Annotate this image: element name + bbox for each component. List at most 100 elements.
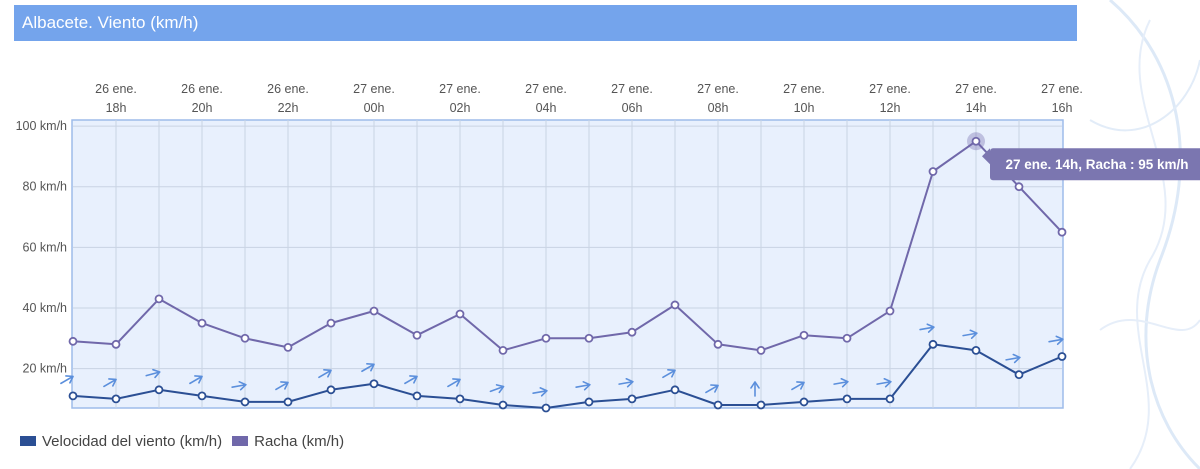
x-tick-label-hour: 14h (966, 101, 987, 115)
x-tick-label-hour: 18h (106, 101, 127, 115)
wind-arrow-icon (60, 375, 74, 385)
series-lines (72, 140, 1063, 409)
x-tick-label-hour: 04h (536, 101, 557, 115)
y-tick-label: 20 km/h (23, 362, 68, 376)
data-point-wind[interactable] (627, 394, 637, 404)
data-point-wind[interactable] (1057, 352, 1067, 361)
data-point-wind[interactable] (885, 394, 895, 404)
wind-arrow-icon (833, 377, 849, 388)
data-point-gust[interactable] (369, 306, 379, 316)
data-point-wind[interactable] (68, 391, 78, 401)
x-tick-label-hour: 16h (1052, 101, 1073, 115)
data-point-wind[interactable] (1014, 370, 1024, 380)
data-point-wind[interactable] (283, 397, 293, 407)
x-tick-label-day: 27 ene. (1041, 82, 1083, 96)
data-point-wind[interactable] (584, 397, 594, 407)
wind-arrow-icon (361, 362, 375, 373)
data-point-gust[interactable] (627, 327, 637, 337)
data-point-gust[interactable] (584, 333, 594, 343)
legend-swatch-wind (20, 436, 36, 446)
legend-item-wind[interactable]: Velocidad del viento (km/h) (20, 433, 222, 450)
legend-item-gust[interactable]: Racha (km/h) (232, 433, 344, 450)
wind-arrow-icon (489, 384, 505, 394)
x-tick-label-day: 26 ene. (181, 82, 223, 96)
x-tick-label-day: 27 ene. (783, 82, 825, 96)
data-point-wind[interactable] (971, 345, 981, 355)
data-point-gust[interactable] (326, 318, 336, 328)
data-point-gust[interactable] (713, 339, 723, 349)
tooltip-text: 27 ene. 14h, Racha : 95 km/h (1005, 157, 1188, 172)
y-tick-label: 80 km/h (23, 180, 68, 194)
data-point-gust[interactable] (756, 345, 766, 355)
data-point-gust[interactable] (885, 306, 895, 316)
x-tick-label-hour: 08h (708, 101, 729, 115)
data-point-wind[interactable] (842, 394, 852, 404)
data-point-gust[interactable] (412, 330, 422, 340)
x-tick-label-hour: 06h (622, 101, 643, 115)
data-point-wind[interactable] (455, 394, 465, 404)
data-point-wind[interactable] (412, 391, 422, 401)
wind-arrow-icon (318, 369, 332, 379)
data-point-wind[interactable] (541, 403, 551, 413)
data-point-wind[interactable] (498, 400, 508, 410)
wind-arrow-icon (145, 368, 161, 379)
data-point-gust[interactable] (1057, 227, 1067, 237)
data-point-gust[interactable] (842, 333, 852, 343)
data-point-gust[interactable] (541, 333, 551, 343)
data-point-wind[interactable] (111, 394, 121, 404)
wind-arrow-icon (705, 384, 719, 394)
data-point-gust[interactable] (197, 318, 207, 328)
wind-arrow-icon (662, 369, 676, 379)
x-tick-label-day: 27 ene. (955, 82, 997, 96)
data-point-gust[interactable] (670, 300, 680, 310)
y-tick-label: 100 km/h (16, 119, 67, 133)
wind-arrow-icon (750, 381, 760, 397)
data-point-wind[interactable] (197, 391, 207, 401)
wind-arrow-icon (919, 323, 935, 333)
x-tick-label-day: 27 ene. (353, 82, 395, 96)
series-line-wind (72, 343, 1063, 409)
data-point-wind[interactable] (240, 397, 250, 407)
data-point-gust[interactable] (283, 342, 293, 352)
data-point-gust[interactable] (799, 330, 809, 340)
data-point-gust[interactable] (68, 336, 78, 346)
x-tick-label-hour: 20h (192, 101, 213, 115)
x-tick-label-day: 27 ene. (869, 82, 911, 96)
data-point-gust[interactable] (928, 167, 938, 176)
y-tick-label: 40 km/h (23, 301, 68, 315)
data-point-gust[interactable] (455, 309, 465, 319)
data-point-gust[interactable] (240, 333, 250, 343)
wind-arrow-icon (532, 387, 548, 397)
y-tick-label: 60 km/h (23, 240, 68, 254)
data-point-wind[interactable] (756, 400, 766, 410)
x-tick-label-day: 27 ene. (439, 82, 481, 96)
wind-arrow-icon (1005, 353, 1021, 364)
x-tick-label-day: 27 ene. (697, 82, 739, 96)
wind-arrow-icon (876, 377, 892, 388)
data-point-gust[interactable] (1014, 182, 1024, 192)
data-points[interactable] (68, 132, 1067, 413)
x-tick-label-day: 26 ene. (95, 82, 137, 96)
data-point-wind[interactable] (326, 385, 336, 395)
y-axis-labels: 20 km/h 40 km/h 60 km/h 80 km/h 100 km/h (16, 119, 67, 376)
wind-arrow-icon (231, 381, 247, 391)
data-point-wind[interactable] (799, 397, 809, 407)
data-point-wind[interactable] (713, 400, 723, 410)
data-point-wind[interactable] (154, 385, 164, 395)
horizontal-gridlines (73, 125, 1062, 370)
data-point-gust[interactable] (154, 294, 164, 304)
x-tick-label-day: 27 ene. (611, 82, 653, 96)
data-point-wind[interactable] (928, 339, 938, 349)
wind-arrow-icon (404, 375, 418, 385)
chart-title-bar: Albacete. Viento (km/h) (14, 5, 1077, 41)
wind-arrow-icon (275, 381, 289, 391)
data-point-gust[interactable] (498, 345, 508, 355)
x-axis-labels: 26 ene. 18h 26 ene. 20h 26 ene. 22h 27 ene. 00h… (95, 82, 1083, 115)
tooltip: 27 ene. 14h, Racha : 95 km/h (982, 148, 1200, 181)
data-point-gust[interactable] (971, 136, 981, 146)
data-point-gust[interactable] (111, 339, 121, 349)
data-point-wind[interactable] (369, 379, 379, 389)
data-point-wind[interactable] (670, 385, 680, 395)
wind-direction-arrows (60, 323, 1064, 397)
